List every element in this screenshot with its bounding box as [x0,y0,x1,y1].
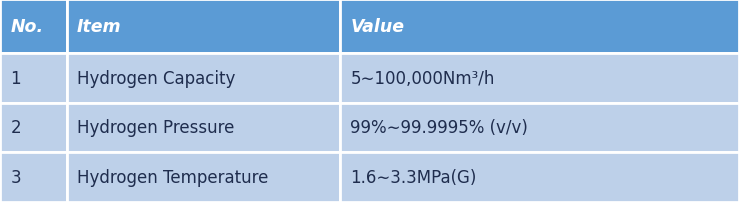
Text: Value: Value [350,18,404,36]
Text: No.: No. [10,18,44,36]
Text: Hydrogen Pressure: Hydrogen Pressure [77,119,234,137]
Bar [0,0,67,54]
Text: 3: 3 [10,168,21,186]
Text: Item: Item [77,18,121,36]
Text: 5∼100,000Nm³/h: 5∼100,000Nm³/h [350,69,494,87]
Bar [340,54,739,103]
Bar [340,0,739,54]
Text: 99%∼99.9995% (v/v): 99%∼99.9995% (v/v) [350,119,528,137]
Bar [340,103,739,153]
Text: 1.6∼3.3MPa(G): 1.6∼3.3MPa(G) [350,168,477,186]
Bar [340,153,739,202]
Bar [0,103,67,153]
Text: Hydrogen Capacity: Hydrogen Capacity [77,69,235,87]
Text: 1: 1 [10,69,21,87]
Text: 2: 2 [10,119,21,137]
Bar [67,103,340,153]
Text: Hydrogen Temperature: Hydrogen Temperature [77,168,268,186]
Bar [0,54,67,103]
Bar [0,153,67,202]
Bar [67,54,340,103]
Bar [67,0,340,54]
Bar [67,153,340,202]
